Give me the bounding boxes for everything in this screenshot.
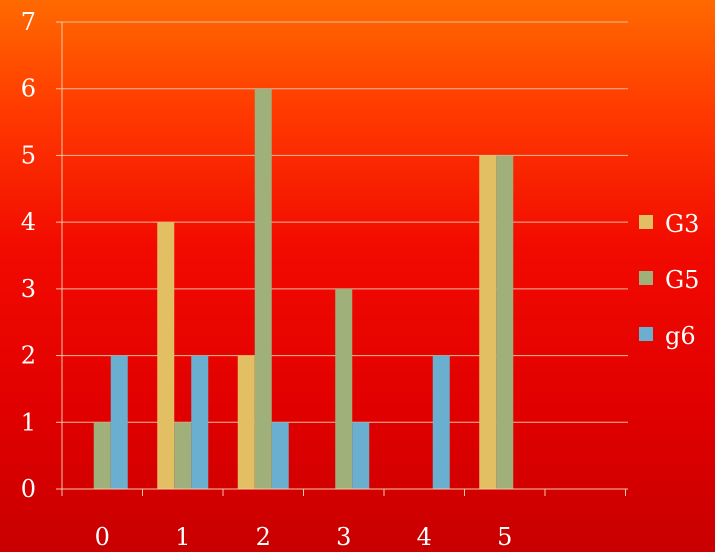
y-tick-label: 2 bbox=[21, 342, 36, 370]
legend: G3 G5 g6 bbox=[639, 210, 699, 350]
bar-g5-0 bbox=[94, 422, 111, 489]
y-tick-label: 5 bbox=[21, 141, 36, 169]
bar-g3-2 bbox=[238, 356, 255, 489]
bar-g3-1 bbox=[157, 222, 174, 489]
x-tick-label: 5 bbox=[497, 523, 512, 551]
bar-g6-4 bbox=[433, 356, 450, 489]
bar-g6-2 bbox=[272, 422, 289, 489]
y-tick-label: 6 bbox=[21, 75, 36, 103]
y-tick-label: 4 bbox=[21, 208, 36, 236]
bar-g5-5 bbox=[496, 155, 513, 489]
x-tick-label: 3 bbox=[336, 523, 351, 551]
bar-g6-3 bbox=[352, 422, 369, 489]
x-tick-labels: 0 1 2 3 4 5 bbox=[62, 489, 626, 551]
legend-label-g6: g6 bbox=[665, 322, 696, 350]
legend-label-g3: G3 bbox=[665, 210, 699, 238]
x-tick-label: 0 bbox=[95, 523, 110, 551]
y-tick-label: 7 bbox=[21, 8, 36, 36]
x-tick-label: 4 bbox=[417, 523, 432, 551]
legend-swatch-g3 bbox=[639, 215, 653, 229]
y-tick-labels: 0 1 2 3 4 5 6 7 bbox=[21, 8, 36, 503]
bar-g5-2 bbox=[255, 89, 272, 489]
y-tick-label: 3 bbox=[21, 275, 36, 303]
bar-g3-5 bbox=[479, 155, 496, 489]
bar-g5-3 bbox=[335, 289, 352, 489]
x-tick-label: 1 bbox=[175, 523, 190, 551]
legend-swatch-g6 bbox=[639, 327, 653, 341]
y-tick-label: 1 bbox=[21, 408, 36, 436]
legend-swatch-g5 bbox=[639, 271, 653, 285]
x-tick-label: 2 bbox=[256, 523, 271, 551]
y-tick-label: 0 bbox=[21, 475, 36, 503]
bar-g6-0 bbox=[111, 356, 128, 489]
bar-g5-1 bbox=[174, 422, 191, 489]
bar-g6-1 bbox=[191, 356, 208, 489]
legend-label-g5: G5 bbox=[665, 266, 699, 294]
